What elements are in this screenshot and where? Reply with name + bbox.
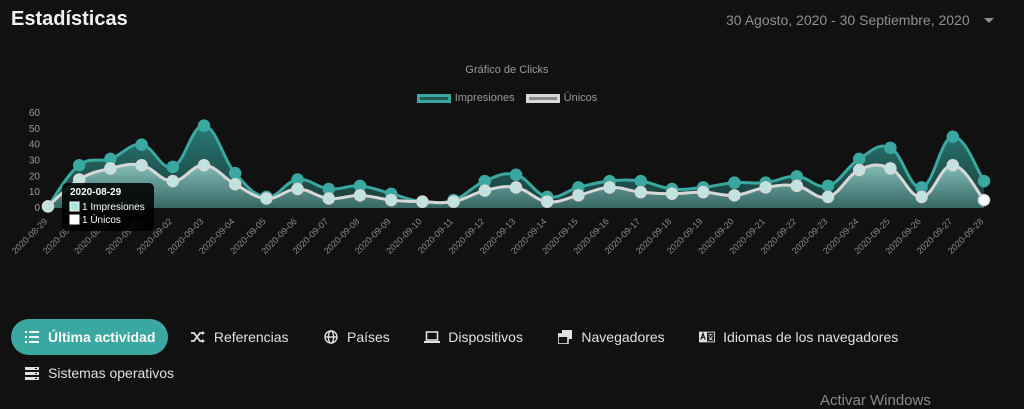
data-point-impresiones[interactable] <box>946 130 960 143</box>
language-icon <box>699 329 716 345</box>
tab-label: Países <box>346 329 390 345</box>
tab-dispositivos[interactable]: Dispositivos <box>411 319 536 355</box>
data-point-unicos[interactable] <box>197 159 211 172</box>
data-point-impresiones[interactable] <box>197 119 211 132</box>
data-point-unicos[interactable] <box>946 159 960 172</box>
tooltip-line-unicos: 1 Únicos <box>82 213 121 226</box>
data-point-unicos[interactable] <box>977 193 991 207</box>
data-point-unicos[interactable] <box>322 192 336 205</box>
tab-label: Sistemas operativos <box>48 365 175 381</box>
shuffle-icon <box>190 329 206 345</box>
page-title: Estadísticas <box>11 8 128 30</box>
legend-item-impresiones[interactable]: Impresiones <box>416 92 515 104</box>
data-point-unicos[interactable] <box>509 181 523 194</box>
data-point-impresiones[interactable] <box>166 160 180 174</box>
windows-activation-watermark: Activar Windows <box>820 392 931 409</box>
tooltip-swatch-impresiones <box>69 201 80 212</box>
data-point-unicos[interactable] <box>228 178 242 191</box>
data-point-impresiones[interactable] <box>135 138 148 151</box>
tab-referencias[interactable]: Referencias <box>177 319 302 355</box>
data-point-impresiones[interactable] <box>728 176 741 189</box>
chart-title: Gráfico de Clicks <box>465 64 549 76</box>
series-area-unicos <box>48 164 984 208</box>
data-point-unicos[interactable] <box>728 189 741 202</box>
data-point-impresiones[interactable] <box>821 179 835 193</box>
data-point-unicos[interactable] <box>291 182 304 196</box>
data-point-unicos[interactable] <box>665 187 679 200</box>
tab-label: Navegadores <box>581 329 665 345</box>
browser-windows-icon <box>557 329 573 345</box>
data-point-unicos[interactable] <box>104 162 117 175</box>
data-point-unicos[interactable] <box>634 185 648 199</box>
date-range-label: 30 Agosto, 2020 - 30 Septiembre, 2020 <box>726 12 970 28</box>
tooltip-swatch-unicos <box>69 214 80 225</box>
chart-legend: Impresiones Únicos <box>0 92 1014 106</box>
y-tick-label: 40 <box>29 140 41 151</box>
legend-label-impresiones: Impresiones <box>454 92 515 104</box>
date-range-picker[interactable]: 30 Agosto, 2020 - 30 Septiembre, 2020 <box>726 12 994 28</box>
data-point-impresiones[interactable] <box>852 152 866 166</box>
data-point-impresiones[interactable] <box>509 168 523 181</box>
data-point-unicos[interactable] <box>478 184 492 197</box>
legend-item-unicos[interactable]: Únicos <box>525 92 598 104</box>
data-point-impresiones[interactable] <box>884 141 897 155</box>
data-point-impresiones[interactable] <box>228 166 242 180</box>
data-point-unicos[interactable] <box>884 162 897 175</box>
y-tick-label: 30 <box>29 156 41 167</box>
data-point-unicos[interactable] <box>572 189 585 202</box>
data-point-unicos[interactable] <box>915 190 928 204</box>
stats-tabs: Última actividad Referencias Países Disp… <box>11 319 1011 391</box>
tab-label: Última actividad <box>48 329 156 345</box>
tooltip-line-impresiones: 1 Impresiones <box>82 202 145 213</box>
legend-label-unicos: Únicos <box>563 92 598 104</box>
tab-label: Referencias <box>213 329 289 345</box>
server-icon <box>24 365 40 381</box>
list-icon <box>24 329 40 345</box>
data-point-unicos[interactable] <box>135 159 148 172</box>
data-point-unicos[interactable] <box>540 195 554 208</box>
data-point-unicos[interactable] <box>384 193 398 207</box>
data-point-unicos[interactable] <box>790 179 804 193</box>
tooltip-background <box>62 183 154 231</box>
data-point-unicos[interactable] <box>852 163 866 177</box>
globe-icon <box>323 329 339 345</box>
y-tick-label: 10 <box>29 187 41 198</box>
tab-navegadores[interactable]: Navegadores <box>544 319 677 355</box>
clicks-chart: Gráfico de Clicks Impresiones Únicos 0 10… <box>0 58 1024 298</box>
data-point-unicos[interactable] <box>821 190 835 204</box>
caret-down-icon <box>983 17 994 23</box>
tab-paises[interactable]: Países <box>310 319 403 355</box>
chart-tooltip: 2020-08-29 1 Impresiones 1 Únicos <box>62 183 154 231</box>
series-area-impresiones <box>48 125 984 208</box>
data-point-unicos[interactable] <box>696 185 710 199</box>
tab-sistemas-operativos[interactable]: Sistemas operativos <box>11 355 187 391</box>
y-tick-label: 20 <box>29 171 41 182</box>
tab-ultima-actividad[interactable]: Última actividad <box>11 319 169 355</box>
data-point-unicos[interactable] <box>416 195 429 208</box>
data-point-unicos[interactable] <box>759 181 772 194</box>
tab-label: Idiomas de los navegadores <box>723 329 899 345</box>
tooltip-title: 2020-08-29 <box>70 187 122 198</box>
tab-label: Dispositivos <box>448 329 523 345</box>
tab-idiomas[interactable]: Idiomas de los navegadores <box>686 319 911 355</box>
legend-swatch-unicos <box>525 93 560 103</box>
data-point-unicos[interactable] <box>166 174 180 188</box>
y-tick-label: 60 <box>29 108 41 119</box>
y-tick-label: 50 <box>29 124 41 135</box>
y-tick-label: 0 <box>34 203 40 214</box>
data-point-impresiones[interactable] <box>977 174 991 188</box>
data-point-unicos[interactable] <box>260 192 273 205</box>
laptop-icon <box>424 329 441 345</box>
data-point-unicos[interactable] <box>603 181 616 194</box>
data-point-impresiones[interactable] <box>634 174 648 188</box>
data-point-unicos[interactable] <box>41 200 55 213</box>
legend-swatch-impresiones <box>416 93 451 103</box>
data-point-unicos[interactable] <box>447 195 460 208</box>
data-point-impresiones[interactable] <box>72 159 86 172</box>
data-point-unicos[interactable] <box>353 189 367 202</box>
